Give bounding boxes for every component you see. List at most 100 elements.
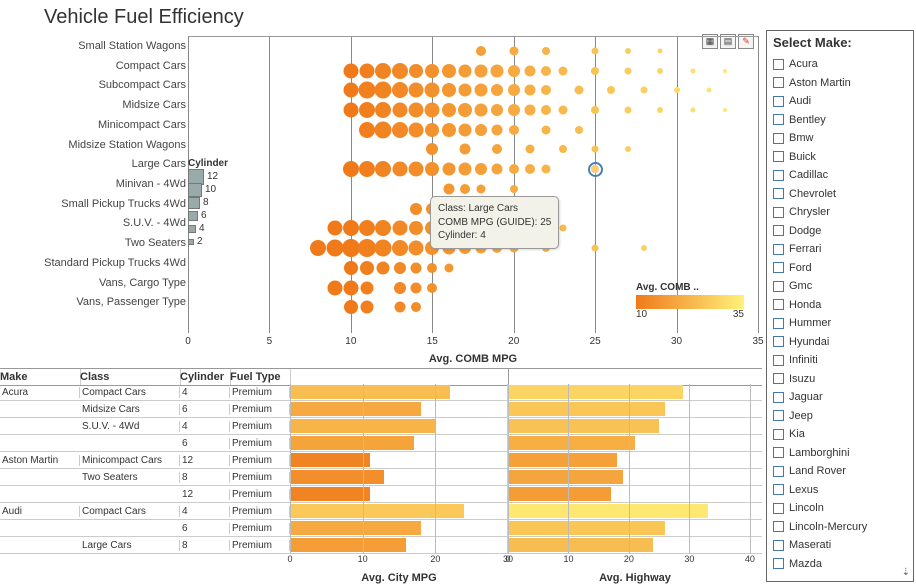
data-point[interactable]: [458, 84, 471, 97]
table-row[interactable]: AcuraCompact Cars4Premium: [0, 384, 762, 401]
data-point[interactable]: [525, 85, 536, 96]
make-checkbox-item[interactable]: Bentley: [767, 111, 913, 130]
data-point[interactable]: [392, 103, 407, 118]
data-point[interactable]: [459, 144, 470, 155]
data-point[interactable]: [394, 282, 406, 294]
data-point[interactable]: [394, 302, 405, 313]
data-point[interactable]: [558, 66, 567, 75]
data-point[interactable]: [475, 163, 487, 175]
data-point[interactable]: [375, 121, 392, 138]
data-point[interactable]: [427, 283, 437, 293]
data-point[interactable]: [723, 108, 727, 112]
data-point[interactable]: [410, 203, 422, 215]
checkbox-icon[interactable]: [773, 373, 784, 384]
make-checkbox-item[interactable]: Chevrolet: [767, 185, 913, 204]
make-checkbox-item[interactable]: Cadillac: [767, 166, 913, 185]
data-point[interactable]: [707, 88, 712, 93]
data-point[interactable]: [541, 66, 551, 76]
data-point[interactable]: [559, 145, 567, 153]
data-point[interactable]: [542, 125, 551, 134]
data-point[interactable]: [392, 63, 408, 79]
data-point[interactable]: [358, 239, 376, 257]
data-point[interactable]: [343, 161, 359, 177]
checkbox-icon[interactable]: [773, 281, 784, 292]
checkbox-icon[interactable]: [773, 540, 784, 551]
make-checkbox-item[interactable]: Jaguar: [767, 388, 913, 407]
checkbox-icon[interactable]: [773, 170, 784, 181]
data-point[interactable]: [342, 239, 360, 257]
data-point[interactable]: [375, 102, 391, 118]
checkbox-icon[interactable]: [773, 318, 784, 329]
make-checkbox-item[interactable]: Buick: [767, 148, 913, 167]
make-checkbox-item[interactable]: Bmw: [767, 129, 913, 148]
make-checkbox-item[interactable]: Mazda: [767, 555, 913, 574]
table-row[interactable]: 12Premium: [0, 486, 762, 503]
make-checkbox-item[interactable]: Hummer: [767, 314, 913, 333]
data-point[interactable]: [509, 164, 519, 174]
checkbox-icon[interactable]: [773, 410, 784, 421]
data-point[interactable]: [592, 146, 599, 153]
data-point[interactable]: [326, 240, 343, 257]
make-checkbox-item[interactable]: Audi: [767, 92, 913, 111]
data-point[interactable]: [359, 161, 375, 177]
checkbox-icon[interactable]: [773, 299, 784, 310]
data-point[interactable]: [475, 124, 487, 136]
checkbox-icon[interactable]: [773, 96, 784, 107]
data-point[interactable]: [508, 104, 520, 116]
data-point[interactable]: [310, 240, 326, 256]
checkbox-icon[interactable]: [773, 429, 784, 440]
data-point[interactable]: [425, 123, 439, 137]
data-point[interactable]: [475, 64, 488, 77]
make-checkbox-item[interactable]: Land Rover: [767, 462, 913, 481]
make-checkbox-item[interactable]: Gmc: [767, 277, 913, 296]
data-point[interactable]: [641, 87, 648, 94]
data-point[interactable]: [343, 83, 358, 98]
checkbox-icon[interactable]: [773, 484, 784, 495]
data-point[interactable]: [343, 103, 358, 118]
checkbox-icon[interactable]: [773, 188, 784, 199]
data-point[interactable]: [541, 105, 551, 115]
table-row[interactable]: Large Cars8Premium: [0, 537, 762, 554]
data-point[interactable]: [427, 263, 437, 273]
data-point[interactable]: [359, 82, 376, 99]
data-point[interactable]: [361, 301, 374, 314]
data-point[interactable]: [375, 161, 391, 177]
table-row[interactable]: S.U.V. - 4Wd4Premium: [0, 418, 762, 435]
checkbox-icon[interactable]: [773, 392, 784, 403]
data-point[interactable]: [411, 302, 421, 312]
make-checkbox-item[interactable]: Lexus: [767, 481, 913, 500]
data-point[interactable]: [542, 47, 550, 55]
data-point[interactable]: [460, 184, 470, 194]
data-point[interactable]: [392, 162, 407, 177]
data-point[interactable]: [375, 220, 391, 236]
data-point[interactable]: [409, 241, 424, 256]
data-point[interactable]: [425, 103, 440, 118]
data-point[interactable]: [525, 164, 535, 174]
data-point[interactable]: [377, 261, 390, 274]
data-point[interactable]: [425, 162, 439, 176]
data-point[interactable]: [607, 86, 615, 94]
checkbox-icon[interactable]: [773, 77, 784, 88]
make-checkbox-item[interactable]: Acura: [767, 55, 913, 74]
data-point[interactable]: [591, 67, 599, 75]
data-point[interactable]: [541, 85, 551, 95]
data-point[interactable]: [592, 47, 599, 54]
checkbox-icon[interactable]: [773, 114, 784, 125]
data-point[interactable]: [574, 86, 583, 95]
data-point[interactable]: [327, 280, 342, 295]
data-point[interactable]: [409, 103, 424, 118]
data-point[interactable]: [657, 68, 663, 74]
data-point[interactable]: [492, 144, 502, 154]
data-point[interactable]: [491, 84, 503, 96]
data-point[interactable]: [409, 122, 424, 137]
data-point[interactable]: [723, 69, 727, 73]
table-row[interactable]: 6Premium: [0, 520, 762, 537]
data-point[interactable]: [558, 106, 567, 115]
data-point[interactable]: [674, 87, 680, 93]
make-checkbox-item[interactable]: Kia: [767, 425, 913, 444]
checkbox-icon[interactable]: [773, 466, 784, 477]
table-row[interactable]: AudiCompact Cars4Premium: [0, 503, 762, 520]
make-checkbox-item[interactable]: Lincoln-Mercury: [767, 518, 913, 537]
data-point[interactable]: [625, 146, 631, 152]
data-point[interactable]: [343, 220, 359, 236]
